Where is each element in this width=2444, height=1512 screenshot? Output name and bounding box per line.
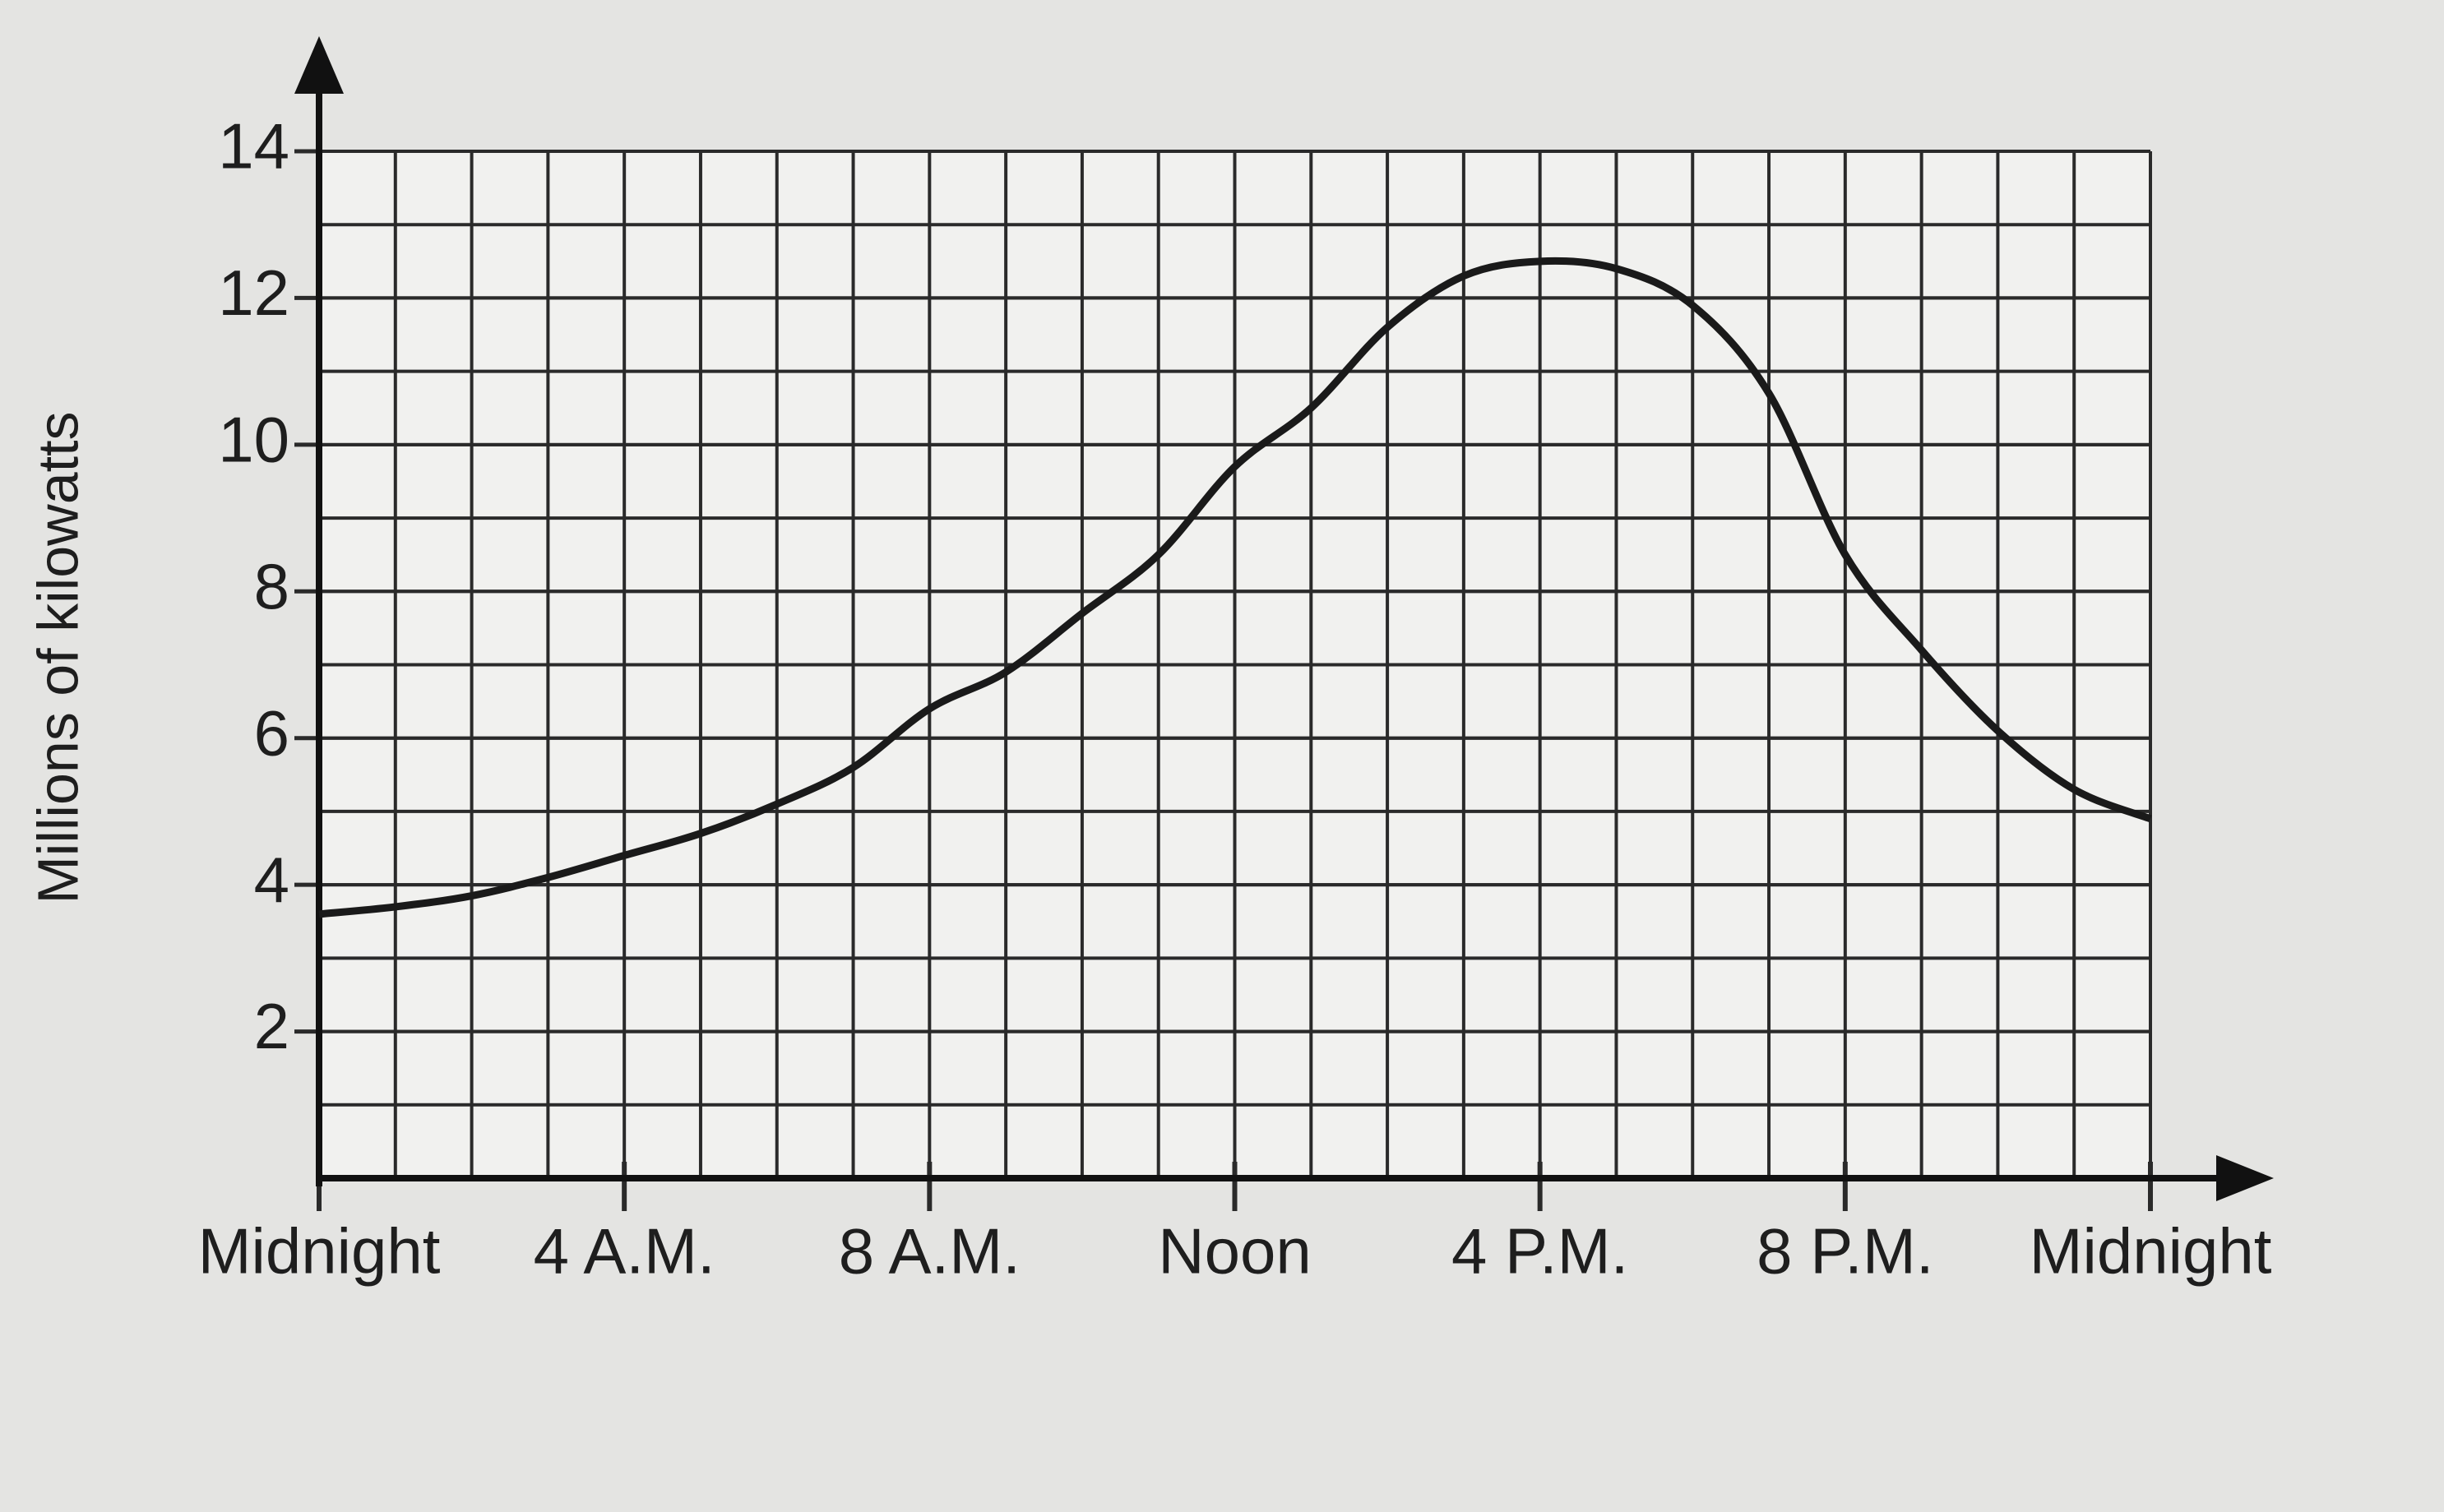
y-tick-label: 8	[254, 550, 289, 622]
x-tick-label: Noon	[1158, 1215, 1311, 1288]
y-tick-label: 2	[254, 990, 289, 1062]
y-tick-label: 6	[254, 696, 289, 769]
y-axis-label: Millions of kilowatts	[25, 411, 90, 904]
y-tick-label: 14	[218, 110, 289, 183]
x-tick-label: 8 A.M.	[839, 1215, 1021, 1288]
x-tick-label: Midnight	[198, 1215, 441, 1288]
y-tick-label: 10	[218, 403, 289, 475]
x-tick-label: 4 A.M.	[534, 1215, 715, 1288]
y-axis-arrow	[294, 36, 344, 94]
line-series	[318, 257, 2152, 918]
x-tick-label: 4 P.M.	[1451, 1215, 1628, 1288]
y-tick-label: 12	[218, 257, 289, 329]
x-tick-label: 8 P.M.	[1757, 1215, 1933, 1288]
x-axis-arrow	[2216, 1155, 2274, 1201]
y-tick-label: 4	[254, 844, 289, 916]
x-tick-label: Midnight	[2030, 1215, 2272, 1288]
